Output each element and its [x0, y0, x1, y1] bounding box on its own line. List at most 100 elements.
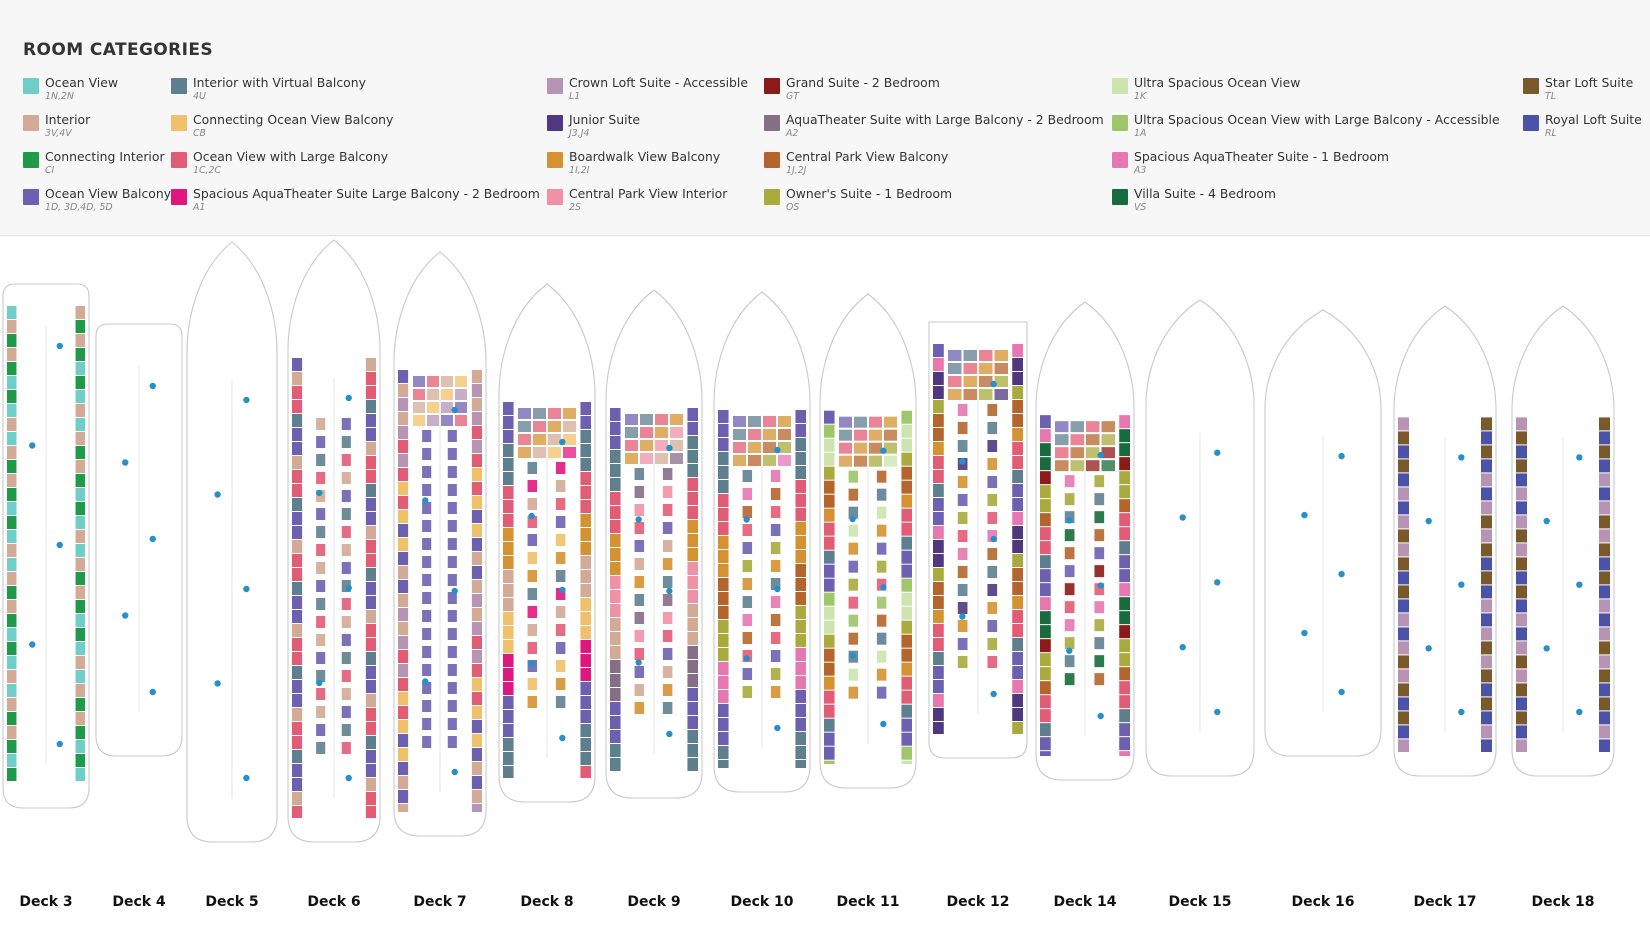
cabin-block	[1481, 739, 1492, 752]
cabin-block	[580, 416, 591, 429]
cabin-block	[987, 476, 998, 488]
cabin-block	[503, 402, 514, 415]
cabin-block	[316, 652, 326, 664]
cabin-block	[471, 706, 482, 719]
cabin-block	[1481, 725, 1492, 739]
cabin-block	[933, 666, 944, 679]
cabin-block	[292, 358, 303, 371]
cabin-block	[1055, 421, 1069, 433]
cabin-block	[447, 700, 457, 712]
cabin-block	[1119, 709, 1130, 723]
cabin-block	[733, 416, 746, 427]
legend-item-name: Royal Loft Suite	[1545, 112, 1642, 127]
cabin-block	[555, 678, 566, 690]
cabin-block	[1481, 417, 1492, 431]
cabin-block	[979, 363, 993, 374]
cabin-block	[770, 632, 781, 644]
cabin-block	[471, 538, 482, 551]
cabin-block	[610, 716, 621, 729]
cabin-block	[933, 610, 944, 623]
cabin-block	[795, 662, 806, 675]
cabin-block	[987, 548, 998, 560]
cabin-block	[7, 544, 17, 557]
cabin-block	[778, 455, 791, 466]
cabin-block	[687, 604, 698, 617]
cabin-block	[987, 638, 998, 650]
legend-item-codes: GT	[786, 91, 799, 102]
cabin-block	[555, 588, 566, 600]
venue-marker-icon	[1338, 570, 1345, 578]
cabin-block	[365, 624, 376, 637]
legend-item-name: Crown Loft Suite - Accessible	[569, 75, 748, 90]
legend-item: Spacious AquaTheater Suite Large Balcony…	[171, 186, 540, 223]
cabin-block	[1481, 613, 1492, 627]
cabin-block	[503, 514, 514, 527]
cabin-block	[1119, 471, 1130, 485]
cabin-block	[292, 386, 303, 399]
cabin-block	[901, 732, 912, 746]
cabin-block	[687, 590, 698, 603]
cabin-block	[933, 414, 944, 427]
cabin-block	[447, 718, 457, 730]
legend-item-codes: L1	[569, 91, 581, 102]
cabin-block	[1119, 555, 1130, 569]
cabin-block	[75, 670, 85, 683]
cabin-block	[610, 632, 621, 645]
cabin-block	[316, 472, 326, 484]
cabin-block	[1516, 543, 1527, 557]
cabin-block	[662, 630, 673, 642]
venue-marker-icon	[559, 438, 566, 446]
cabin-block	[662, 486, 673, 498]
cabin-block	[518, 447, 531, 458]
cabin-block	[795, 536, 806, 549]
deck-plan	[713, 291, 811, 793]
cabin-block	[1599, 739, 1610, 752]
cabin-block	[75, 600, 85, 613]
cabin-block	[1398, 543, 1409, 557]
cabin-block	[555, 642, 566, 654]
legend-swatch	[547, 152, 563, 168]
cabin-block	[1481, 473, 1492, 487]
cabin-block	[718, 634, 729, 647]
cabin-block	[398, 776, 409, 789]
cabin-block	[824, 410, 835, 424]
cabin-block	[75, 488, 85, 501]
venue-marker-icon	[1576, 454, 1583, 461]
cabin-block	[398, 790, 409, 803]
cabin-block	[422, 538, 432, 550]
cabin-block	[1055, 447, 1069, 459]
cabin-block	[901, 662, 912, 676]
cabin-block	[292, 596, 303, 609]
cabin-block	[634, 630, 645, 642]
venue-marker-icon	[214, 491, 221, 498]
cabin-block	[580, 612, 591, 625]
cabin-block	[687, 548, 698, 561]
cabin-block	[1012, 358, 1023, 371]
cabin-block	[1086, 434, 1100, 446]
cabin-block	[1119, 457, 1130, 471]
cabin-block	[901, 704, 912, 718]
cabin-block	[365, 666, 376, 679]
cabin-block	[1119, 541, 1130, 555]
cabin-block	[610, 506, 621, 519]
cabin-block	[365, 400, 376, 413]
cabin-block	[901, 690, 912, 704]
cabin-block	[987, 530, 998, 542]
cabin-block	[580, 430, 591, 443]
cabin-block	[839, 442, 852, 454]
cabin-block	[7, 628, 17, 641]
legend-item-name: Junior Suite	[569, 112, 641, 127]
cabin-block	[398, 440, 409, 453]
venue-marker-icon	[316, 489, 323, 497]
cabin-block	[733, 455, 746, 466]
cabin-block	[987, 620, 998, 632]
legend-swatch	[171, 78, 187, 94]
cabin-block	[75, 432, 85, 445]
venue-marker-icon	[1301, 511, 1308, 519]
cabin-block	[1012, 372, 1023, 385]
cabin-block	[687, 422, 698, 435]
cabin-block	[398, 566, 409, 579]
cabin-block	[634, 648, 645, 660]
cabin-block	[75, 376, 85, 389]
cabin-block	[687, 632, 698, 645]
